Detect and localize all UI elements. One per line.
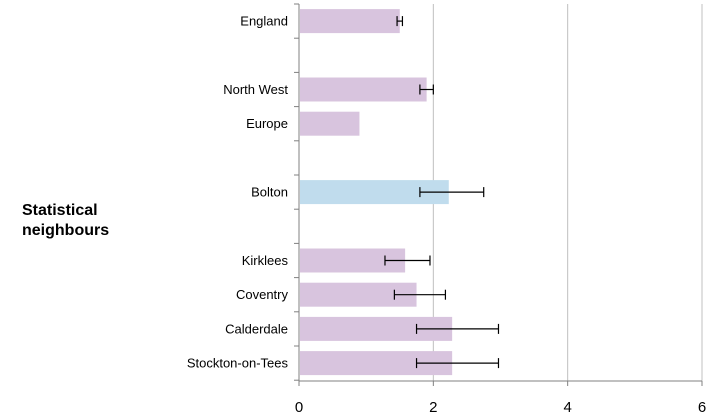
category-label: Calderdale: [225, 321, 288, 336]
bar: [300, 9, 400, 34]
bar: [300, 77, 427, 102]
category-label: England: [240, 14, 288, 29]
category-label: Stockton-on-Tees: [187, 356, 289, 371]
category-label: Europe: [246, 116, 288, 131]
x-tick-label: 6: [698, 399, 706, 416]
category-label: North West: [223, 82, 288, 97]
category-label: Coventry: [236, 287, 289, 302]
category-label: Kirklees: [242, 253, 289, 268]
category-label: Bolton: [251, 185, 288, 200]
bar: [300, 111, 360, 136]
statistical-neighbours-label: Statistical neighbours: [22, 201, 109, 241]
x-tick-label: 2: [429, 399, 437, 416]
group-label-line2: neighbours: [22, 222, 110, 239]
x-tick-label: 0: [295, 399, 303, 416]
group-label-line1: Statistical: [22, 202, 98, 219]
x-tick-label: 4: [563, 399, 571, 416]
